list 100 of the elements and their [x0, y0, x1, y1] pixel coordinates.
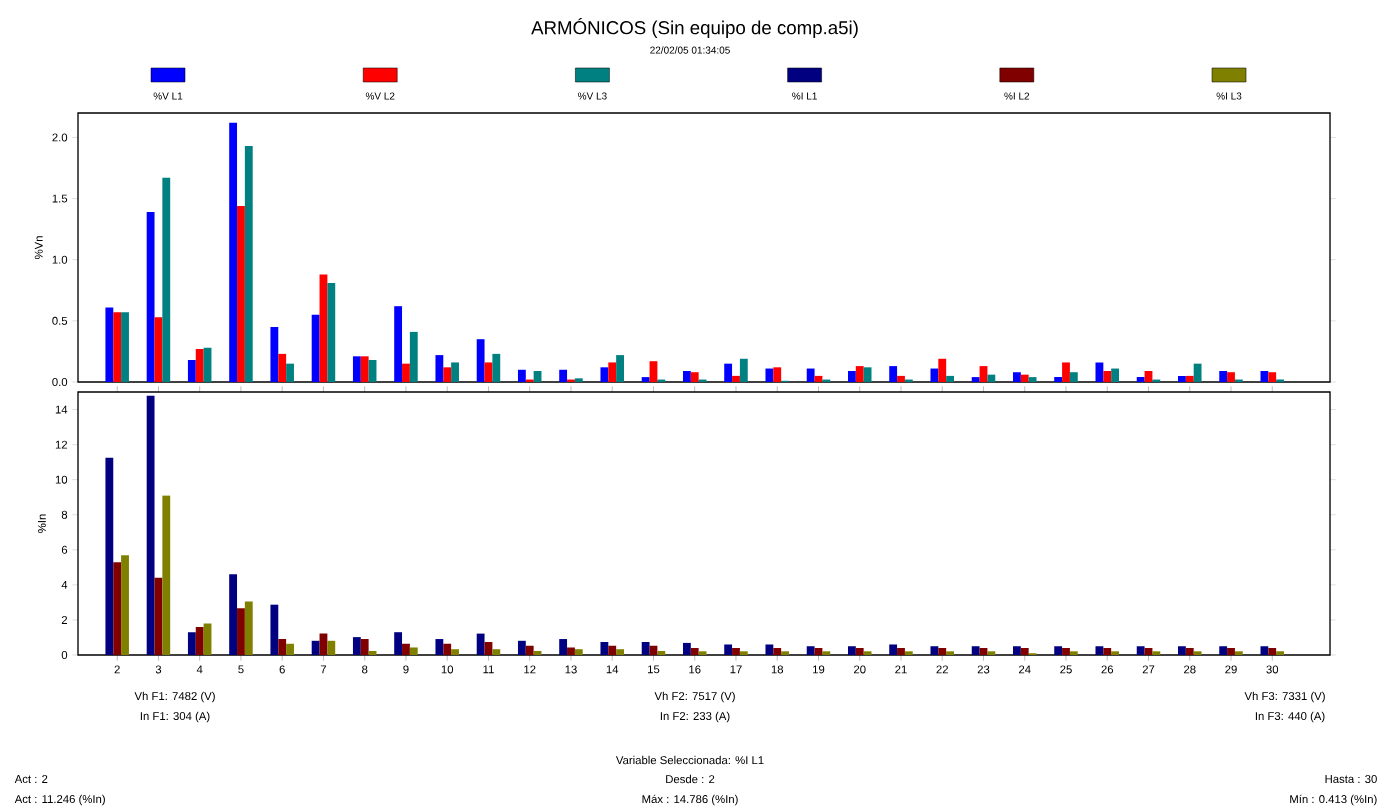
y-axis-title: %In: [37, 514, 46, 533]
bar: [1111, 368, 1120, 382]
bar: [229, 122, 238, 382]
bar: [657, 650, 666, 655]
bar: [641, 377, 650, 382]
x-tick-label: 18: [771, 665, 784, 674]
bar: [690, 647, 699, 655]
bar: [946, 375, 954, 382]
bar: [1095, 362, 1104, 382]
bar: [971, 377, 980, 382]
x-tick-label: 8: [362, 665, 368, 674]
text: Mín : 0.413 (%In): [1290, 794, 1377, 806]
x-tick-label: 15: [648, 665, 660, 674]
text: Vh F2: 7517 (V): [654, 691, 735, 703]
x-tick-label: 24: [1019, 665, 1031, 674]
bar: [517, 369, 526, 382]
bar: [270, 604, 279, 655]
bar: [105, 457, 114, 655]
bar: [435, 639, 444, 655]
bar: [1234, 651, 1243, 655]
x-tick-label: 16: [689, 665, 701, 674]
legend-label: %I L2: [1004, 92, 1030, 100]
bar: [237, 608, 245, 655]
bar: [394, 632, 403, 655]
bar: [682, 642, 691, 655]
bar: [409, 331, 418, 382]
bar: [162, 495, 171, 655]
bar: [368, 359, 377, 382]
bar: [739, 651, 748, 655]
bar: [559, 369, 568, 382]
bar: [1268, 647, 1277, 655]
bar: [930, 368, 939, 382]
bar: [574, 649, 583, 655]
bar: [732, 375, 740, 382]
bar: [327, 640, 336, 655]
bar: [278, 639, 287, 655]
bar: [773, 367, 782, 382]
text: Act : 11.246 (%In): [14, 794, 105, 806]
bar: [567, 647, 575, 655]
bar: [525, 645, 534, 655]
x-tick-label: 20: [854, 665, 866, 674]
text: Máx : 14.786 (%In): [642, 794, 738, 806]
bar: [987, 651, 996, 655]
legend-label: %V L3: [578, 92, 607, 100]
bar: [1062, 362, 1070, 382]
bar: [105, 307, 114, 382]
text: In F3: 440 (A): [1255, 711, 1325, 723]
text: Vh F1: 7482 (V): [134, 691, 215, 703]
bar: [987, 374, 996, 382]
bar: [559, 639, 568, 655]
bar: [608, 362, 617, 382]
bar: [146, 212, 155, 382]
bar: [574, 378, 583, 382]
bar: [229, 574, 238, 655]
bar: [162, 177, 171, 382]
bar: [765, 368, 774, 382]
bar: [492, 649, 501, 655]
bar: [971, 646, 980, 655]
bar: [187, 632, 196, 655]
bar: [1136, 646, 1145, 655]
bar: [476, 339, 485, 382]
bar: [600, 642, 609, 655]
bar: [443, 367, 452, 382]
legend-label: %V L2: [365, 92, 395, 100]
bar: [244, 601, 253, 655]
x-tick-label: 4: [196, 665, 203, 674]
bar: [113, 562, 122, 655]
bar: [855, 647, 864, 655]
bar: [1152, 651, 1161, 655]
bar: [451, 362, 459, 382]
bar: [402, 643, 410, 655]
text: In F2: 233 (A): [660, 711, 730, 723]
bar: [244, 146, 253, 382]
x-tick-label: 13: [565, 665, 577, 674]
x-tick-label: 25: [1060, 665, 1072, 674]
x-tick-label: 23: [977, 665, 990, 674]
x-tick-label: 14: [606, 665, 619, 674]
y-tick-label: 0.0: [52, 377, 68, 386]
bar: [889, 366, 898, 382]
bar: [1260, 646, 1269, 655]
bar: [1268, 372, 1277, 382]
chart-title: ARMÓNICOS (Sin equipo de comp.a5i): [531, 17, 858, 39]
x-tick-label: 29: [1225, 665, 1237, 674]
y-tick-label: 6: [61, 545, 68, 554]
bar: [1227, 372, 1235, 382]
bar: [1227, 647, 1235, 655]
bar: [327, 282, 336, 382]
bar: [1219, 646, 1228, 655]
bar: [781, 651, 789, 655]
bar: [690, 372, 699, 382]
bar: [352, 637, 361, 655]
y-tick-label: 8: [61, 510, 68, 519]
bar: [863, 651, 872, 655]
y-tick-label: 2.0: [52, 133, 68, 142]
bar: [1062, 647, 1070, 655]
x-tick-label: 5: [238, 665, 244, 674]
bar: [979, 366, 988, 382]
x-tick-label: 6: [279, 665, 285, 674]
bar: [1144, 370, 1153, 382]
bar: [121, 312, 129, 382]
